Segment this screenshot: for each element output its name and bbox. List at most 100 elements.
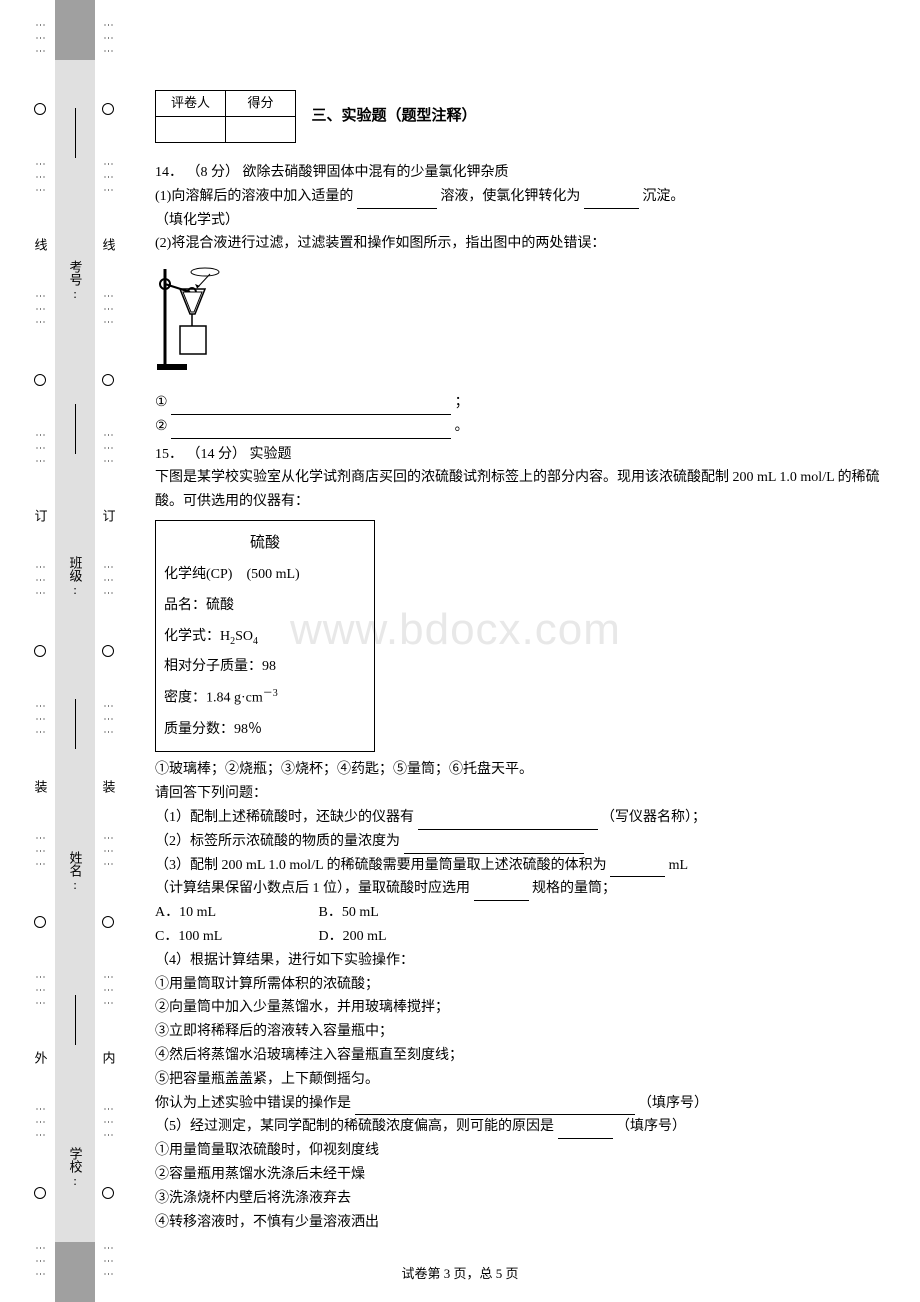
score-header-score: 得分 — [226, 91, 296, 117]
q15-p5-blank[interactable] — [558, 1123, 613, 1139]
page-footer: 试卷第 3 页，总 5 页 — [0, 1263, 920, 1282]
section-title: 三、实验题（题型注释） — [312, 104, 477, 130]
q14-error2-label: ② — [155, 419, 168, 434]
q15-option-c: C．100 mL — [155, 925, 315, 949]
dots: ⋮⋮⋮ — [35, 701, 46, 740]
form-label-name: 姓名: — [66, 845, 85, 898]
q14-error2-end: 。 — [455, 419, 469, 434]
section-header: 评卷人 得分 三、实验题（题型注释） — [155, 90, 895, 143]
q15-option-b: B．50 mL — [319, 905, 379, 920]
q14-error2-blank[interactable] — [171, 423, 451, 439]
q14-part1-a: (1)向溶解后的溶液中加入适量的 — [155, 189, 353, 204]
q15-option-d: D．200 mL — [319, 929, 387, 944]
question-14: 14． （8 分） 欲除去硝酸钾固体中混有的少量氯化钾杂质 (1)向溶解后的溶液… — [155, 161, 895, 439]
q15-p3-blank-vol[interactable] — [610, 861, 665, 877]
dots: ⋮⋮⋮ — [35, 20, 46, 59]
reagent-formula: 化学式：H2SO4 — [164, 622, 366, 653]
reagent-line6: 质量分数：98％ — [164, 715, 366, 746]
dots: ⋮⋮⋮ — [103, 430, 114, 469]
q14-blank-solution[interactable] — [357, 193, 437, 209]
main-content: 评卷人 得分 三、实验题（题型注释） 14． （8 分） 欲除去硝酸钾固体中混有… — [155, 90, 895, 1234]
dots: ⋮⋮⋮ — [103, 833, 114, 872]
circle-mark — [102, 645, 114, 657]
q15-p3-blank-spec[interactable] — [474, 885, 529, 901]
dots: ⋮⋮⋮ — [103, 972, 114, 1011]
q15-p2-a: （2）标签所示浓硫酸的物质的量浓度为 — [155, 834, 400, 849]
q15-p3-c: 规格的量筒； — [532, 881, 616, 896]
q15-intro: 下图是某学校实验室从化学试剂商店买回的浓硫酸试剂标签上的部分内容。现用该浓硫酸配… — [155, 466, 895, 514]
q15-step4: ④然后将蒸馏水沿玻璃棒注入容量瓶直至刻度线； — [155, 1044, 895, 1068]
form-label-examid: 考号: — [66, 254, 85, 307]
q15-reason4: ④转移溶液时，不慎有少量溶液洒出 — [155, 1211, 895, 1235]
q15-p4q-blank[interactable] — [355, 1099, 635, 1115]
q15-step5: ⑤把容量瓶盖盖紧，上下颠倒摇匀。 — [155, 1068, 895, 1092]
reagent-line1: 化学纯(CP) (500 mL) — [164, 560, 366, 591]
q14-part1-c: 沉淀。 — [642, 189, 684, 204]
q15-p2-blank[interactable] — [404, 838, 584, 854]
q15-p3-a: （3）配制 200 mL 1.0 mol/L 的稀硫酸需要用量筒量取上述浓硫酸的… — [155, 858, 607, 873]
gray-block-top — [55, 0, 95, 60]
q14-intro: 欲除去硝酸钾固体中混有的少量氯化钾杂质 — [243, 165, 509, 180]
margin-label-line: 线 — [31, 238, 50, 251]
q14-blank-precipitate[interactable] — [584, 193, 639, 209]
form-underline — [75, 108, 76, 158]
circle-mark — [34, 645, 46, 657]
circle-mark — [102, 103, 114, 115]
dots: ⋮⋮⋮ — [103, 701, 114, 740]
dots: ⋮⋮⋮ — [103, 20, 114, 59]
dots: ⋮⋮⋮ — [35, 562, 46, 601]
form-underline — [75, 699, 76, 749]
form-underline — [75, 995, 76, 1045]
margin-column-inner: ⋮⋮⋮ ⋮⋮⋮ 线 ⋮⋮⋮ ⋮⋮⋮ 订 ⋮⋮⋮ ⋮⋮⋮ 装 ⋮⋮⋮ ⋮⋮⋮ 内 … — [98, 0, 118, 1302]
circle-mark — [102, 916, 114, 928]
margin-label-zhuang-inner: 装 — [99, 780, 118, 793]
q15-p4q-a: 你认为上述实验中错误的操作是 — [155, 1096, 351, 1111]
circle-mark — [34, 103, 46, 115]
q15-p4: （4）根据计算结果，进行如下实验操作： — [155, 949, 895, 973]
reagent-label-box: 硫酸 化学纯(CP) (500 mL) 品名：硫酸 化学式：H2SO4 相对分子… — [155, 520, 375, 752]
q15-p5-b: （填序号） — [616, 1119, 686, 1134]
reagent-line2: 品名：硫酸 — [164, 591, 366, 622]
reagent-line4: 相对分子质量：98 — [164, 652, 366, 683]
circle-mark — [102, 374, 114, 386]
margin-column-form: 考号: 班级: 姓名: 学校: — [55, 0, 95, 1302]
margin-label-ding: 订 — [31, 509, 50, 522]
reagent-density: 密度：1.84 g·cm－3 — [164, 683, 366, 714]
q15-p3-b: （计算结果保留小数点后 1 位），量取硫酸时应选用 — [155, 881, 470, 896]
q15-reason1: ①用量筒量取浓硫酸时，仰视刻度线 — [155, 1139, 895, 1163]
margin-label-line-inner: 线 — [99, 238, 118, 251]
form-label-class: 班级: — [66, 550, 85, 603]
q15-step1: ①用量筒取计算所需体积的浓硫酸； — [155, 973, 895, 997]
dots: ⋮⋮⋮ — [103, 291, 114, 330]
q15-p1-blank[interactable] — [418, 814, 598, 830]
q15-instruments: ①玻璃棒；②烧瓶；③烧杯；④药匙；⑤量筒；⑥托盘天平。 — [155, 758, 895, 782]
q15-p4q-b: （填序号） — [638, 1096, 708, 1111]
circle-mark — [34, 1187, 46, 1199]
q15-p1-a: （1）配制上述稀硫酸时，还缺少的仪器有 — [155, 810, 414, 825]
dots: ⋮⋮⋮ — [103, 1104, 114, 1143]
q15-points: （14 分） — [187, 447, 247, 462]
dots: ⋮⋮⋮ — [35, 972, 46, 1011]
circle-mark — [102, 1187, 114, 1199]
q15-reason3: ③洗涤烧杯内壁后将洗涤液弃去 — [155, 1187, 895, 1211]
circle-mark — [34, 916, 46, 928]
score-table: 评卷人 得分 — [155, 90, 296, 143]
q14-error1-label: ① — [155, 395, 168, 410]
margin-column-outer: ⋮⋮⋮ ⋮⋮⋮ 线 ⋮⋮⋮ ⋮⋮⋮ 订 ⋮⋮⋮ ⋮⋮⋮ 装 ⋮⋮⋮ ⋮⋮⋮ 外 … — [30, 0, 50, 1302]
score-cell-score[interactable] — [226, 117, 296, 143]
margin-label-nei: 内 — [99, 1051, 118, 1064]
score-header-grader: 评卷人 — [156, 91, 226, 117]
q15-reason2: ②容量瓶用蒸馏水洗涤后未经干燥 — [155, 1163, 895, 1187]
q15-p3-unit: mL — [669, 858, 688, 873]
q15-option-a: A．10 mL — [155, 901, 315, 925]
q14-error1-end: ； — [455, 395, 469, 410]
filter-diagram — [155, 264, 895, 383]
q14-error1-blank[interactable] — [171, 399, 451, 415]
q14-points: （8 分） — [187, 165, 240, 180]
dots: ⋮⋮⋮ — [35, 430, 46, 469]
question-15: 15． （14 分） 实验题 下图是某学校实验室从化学试剂商店买回的浓硫酸试剂标… — [155, 443, 895, 1235]
dots: ⋮⋮⋮ — [103, 159, 114, 198]
q14-part1-note: （填化学式） — [155, 209, 895, 233]
score-cell-grader[interactable] — [156, 117, 226, 143]
q15-p5-a: （5）经过测定，某同学配制的稀硫酸浓度偏高，则可能的原因是 — [155, 1119, 554, 1134]
